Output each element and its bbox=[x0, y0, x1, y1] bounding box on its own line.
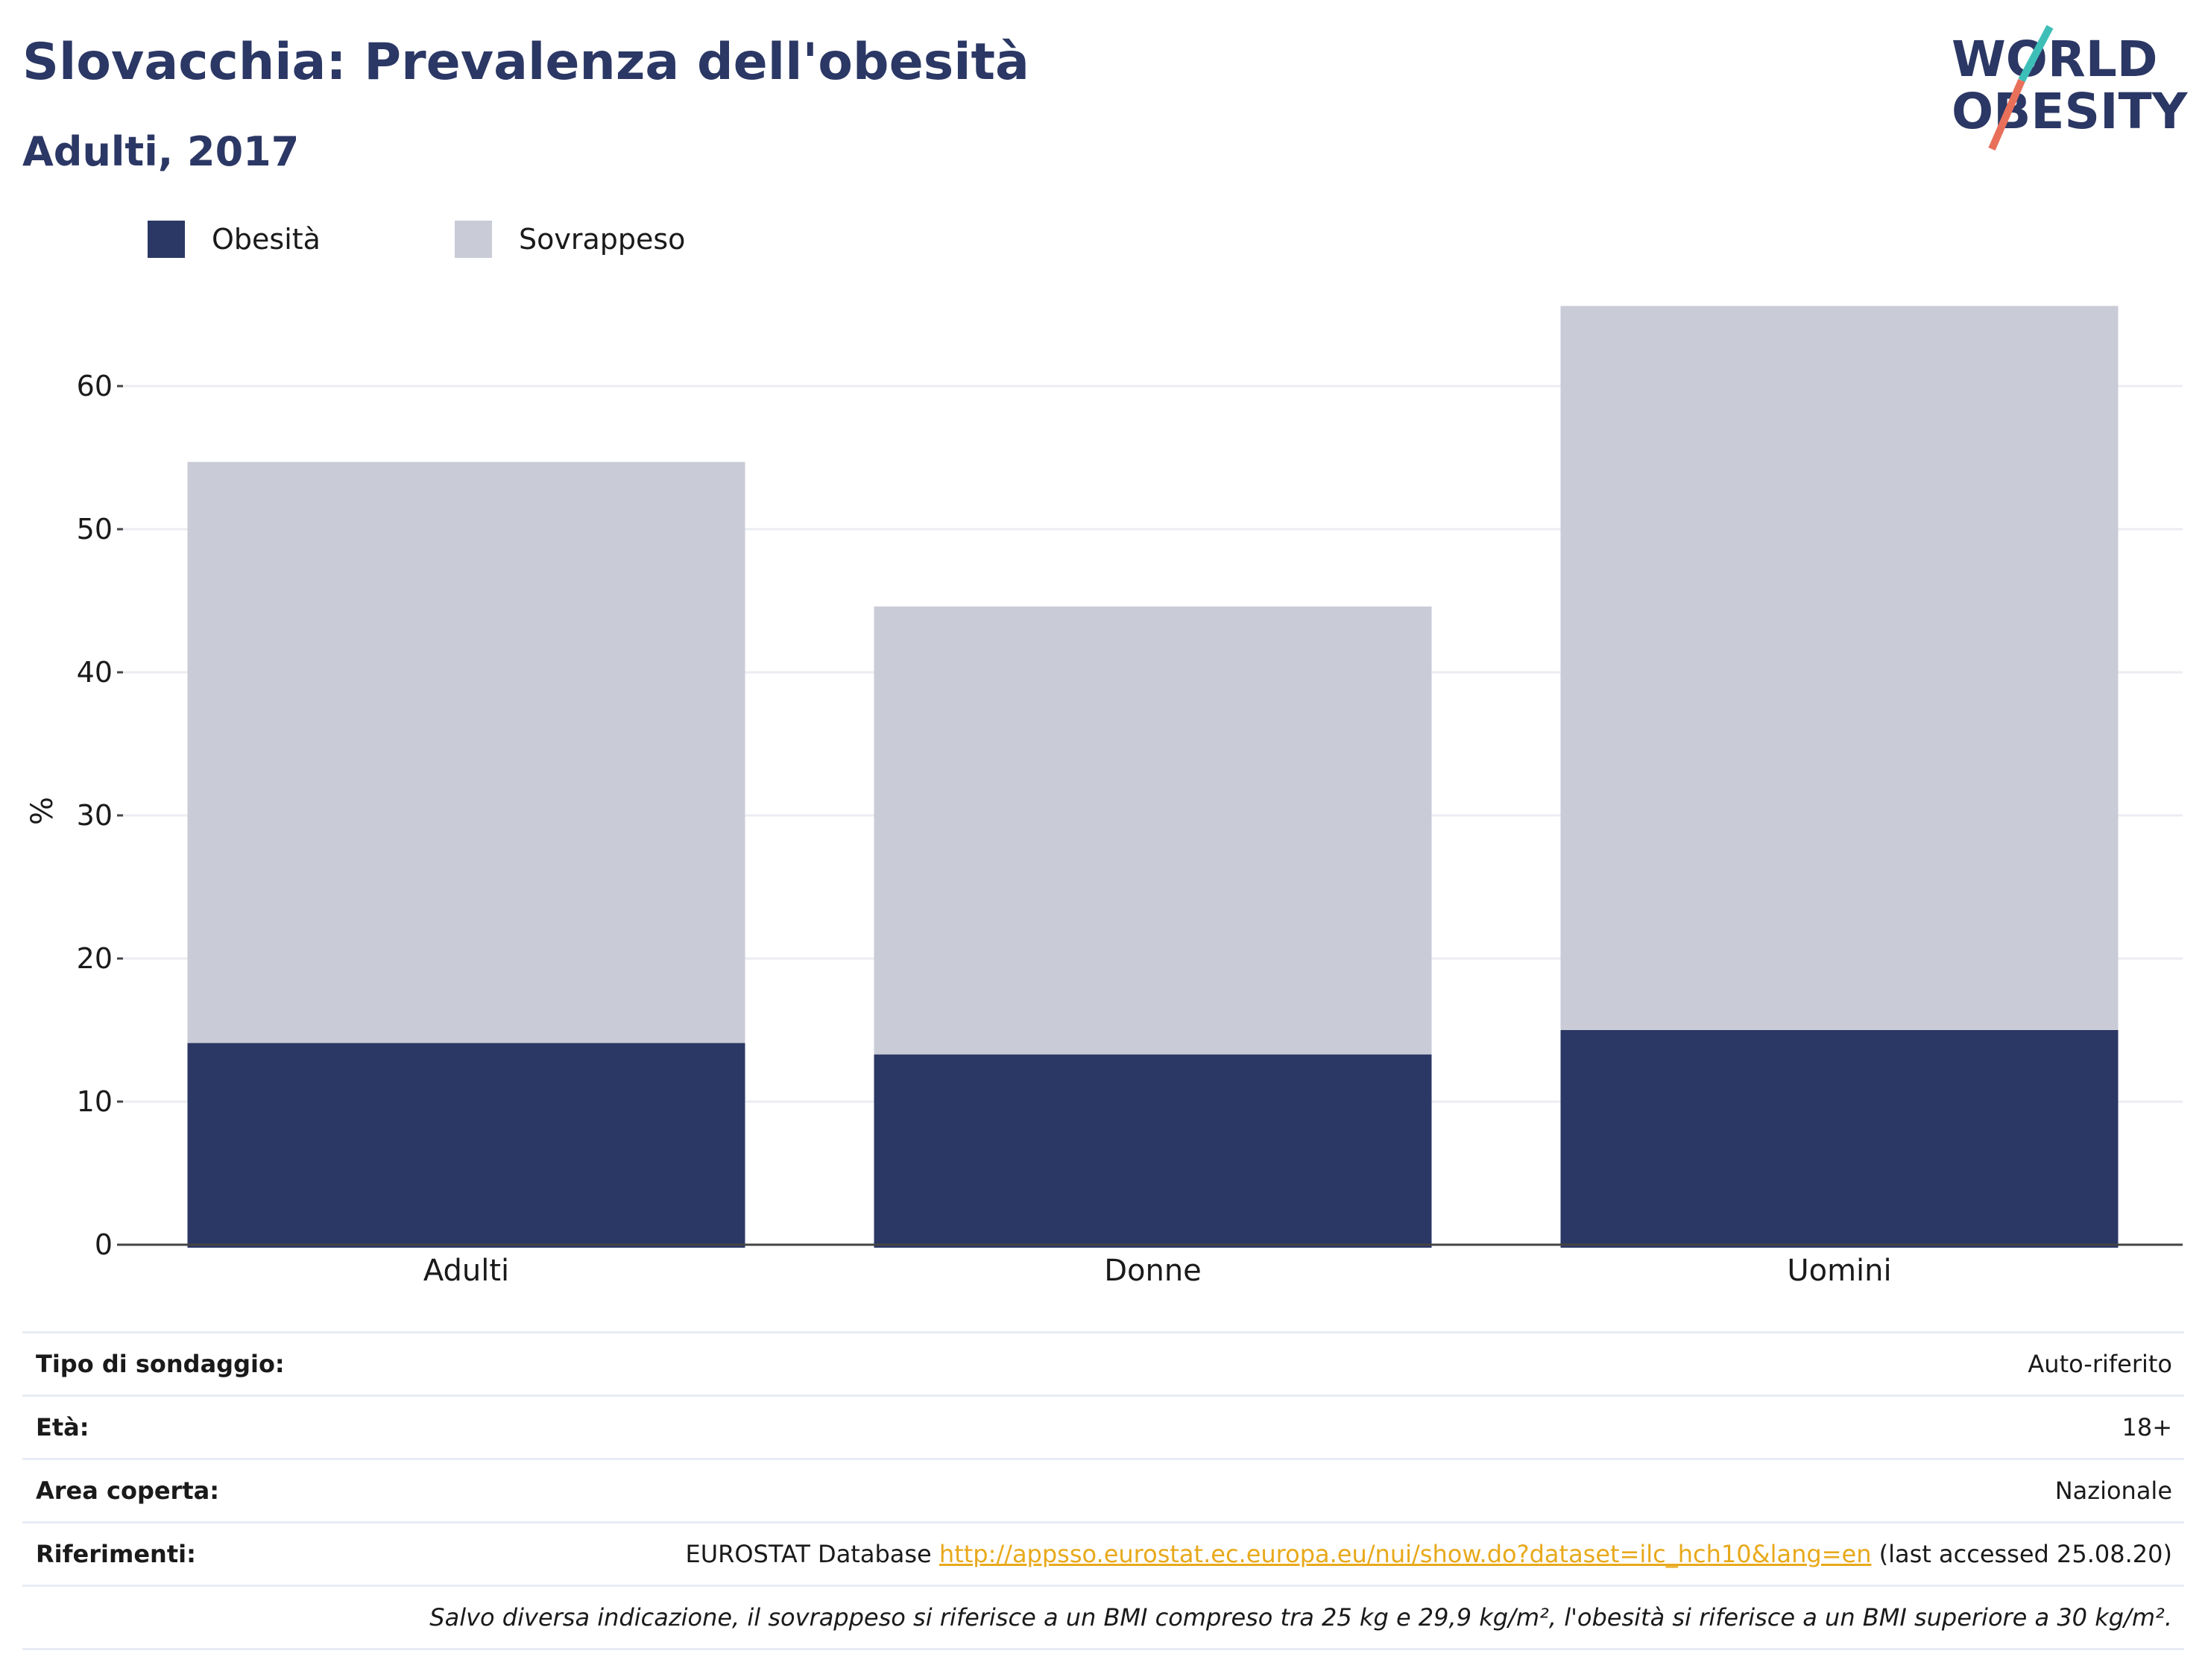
info-row-references: Riferimenti: EUROSTAT Database http://ap… bbox=[22, 1521, 2184, 1585]
x-tick-label: Uomini bbox=[1787, 1254, 1891, 1288]
y-tick-label: 10 bbox=[77, 1085, 113, 1118]
logo-line2: OBESITY bbox=[1952, 83, 2189, 140]
page-title: Slovacchia: Prevalenza dell'obesità bbox=[22, 33, 1029, 92]
y-tick-label: 50 bbox=[77, 513, 113, 546]
legend-label-sovrappeso: Sovrappeso bbox=[519, 223, 686, 256]
logo-slash-teal-icon bbox=[2018, 25, 2054, 83]
info-label: Tipo di sondaggio: bbox=[36, 1350, 285, 1378]
y-tick-label: 40 bbox=[77, 656, 113, 689]
info-label: Età: bbox=[36, 1413, 89, 1441]
info-value: 18+ bbox=[2122, 1413, 2172, 1441]
info-row-survey-type: Tipo di sondaggio: Auto-riferito bbox=[22, 1331, 2184, 1395]
y-tick-label: 30 bbox=[77, 799, 113, 832]
references-link[interactable]: http://appsso.eurostat.ec.europa.eu/nui/… bbox=[939, 1540, 1872, 1568]
bar-uomini-obesita bbox=[1560, 1030, 2119, 1248]
logo-slash-coral-icon bbox=[1988, 79, 2025, 151]
bar-adulti-sovrappeso bbox=[187, 461, 745, 1043]
y-tick-label: 0 bbox=[95, 1228, 113, 1261]
references-suffix: (last accessed 25.08.20) bbox=[1871, 1540, 2172, 1568]
page-subtitle: Adulti, 2017 bbox=[22, 128, 300, 175]
info-row-note: Salvo diversa indicazione, il sovrappeso… bbox=[22, 1585, 2184, 1650]
info-table: Tipo di sondaggio: Auto-riferito Età: 18… bbox=[22, 1331, 2184, 1650]
bar-donne-obesita bbox=[874, 1054, 1432, 1248]
x-tick-label: Donne bbox=[1104, 1254, 1202, 1288]
definition-note: Salvo diversa indicazione, il sovrappeso… bbox=[429, 1603, 2172, 1632]
info-label: Area coperta: bbox=[36, 1477, 220, 1505]
references-prefix: EUROSTAT Database bbox=[685, 1540, 939, 1568]
legend-item-obesita[interactable]: Obesità bbox=[148, 221, 321, 258]
bar-uomini-sovrappeso bbox=[1560, 306, 2119, 1031]
bar-adulti-obesita bbox=[187, 1043, 745, 1248]
legend-swatch-sovrappeso bbox=[455, 221, 492, 258]
references-value: EUROSTAT Database http://appsso.eurostat… bbox=[685, 1540, 2184, 1568]
world-obesity-logo: WORLD OBESITY bbox=[1952, 25, 2189, 151]
info-value: Nazionale bbox=[2054, 1477, 2172, 1505]
info-label: Riferimenti: bbox=[36, 1540, 196, 1568]
info-row-area: Area coperta: Nazionale bbox=[22, 1458, 2184, 1521]
bar-donne-sovrappeso bbox=[874, 606, 1432, 1055]
legend-item-sovrappeso[interactable]: Sovrappeso bbox=[455, 221, 685, 258]
y-tick-label: 20 bbox=[77, 942, 113, 975]
legend-label-obesita: Obesità bbox=[212, 223, 321, 256]
info-value: Auto-riferito bbox=[2028, 1350, 2172, 1378]
legend-swatch-obesita bbox=[148, 221, 185, 258]
y-tick-label: 60 bbox=[77, 370, 113, 402]
info-row-age: Età: 18+ bbox=[22, 1395, 2184, 1458]
y-axis-label: % bbox=[25, 797, 60, 825]
x-tick-label: Adulti bbox=[423, 1254, 509, 1288]
bar-chart: 0 10 20 30 40 50 60% Adulti Donne Uomini bbox=[25, 306, 2183, 1288]
logo-line1: WORLD bbox=[1952, 31, 2158, 88]
